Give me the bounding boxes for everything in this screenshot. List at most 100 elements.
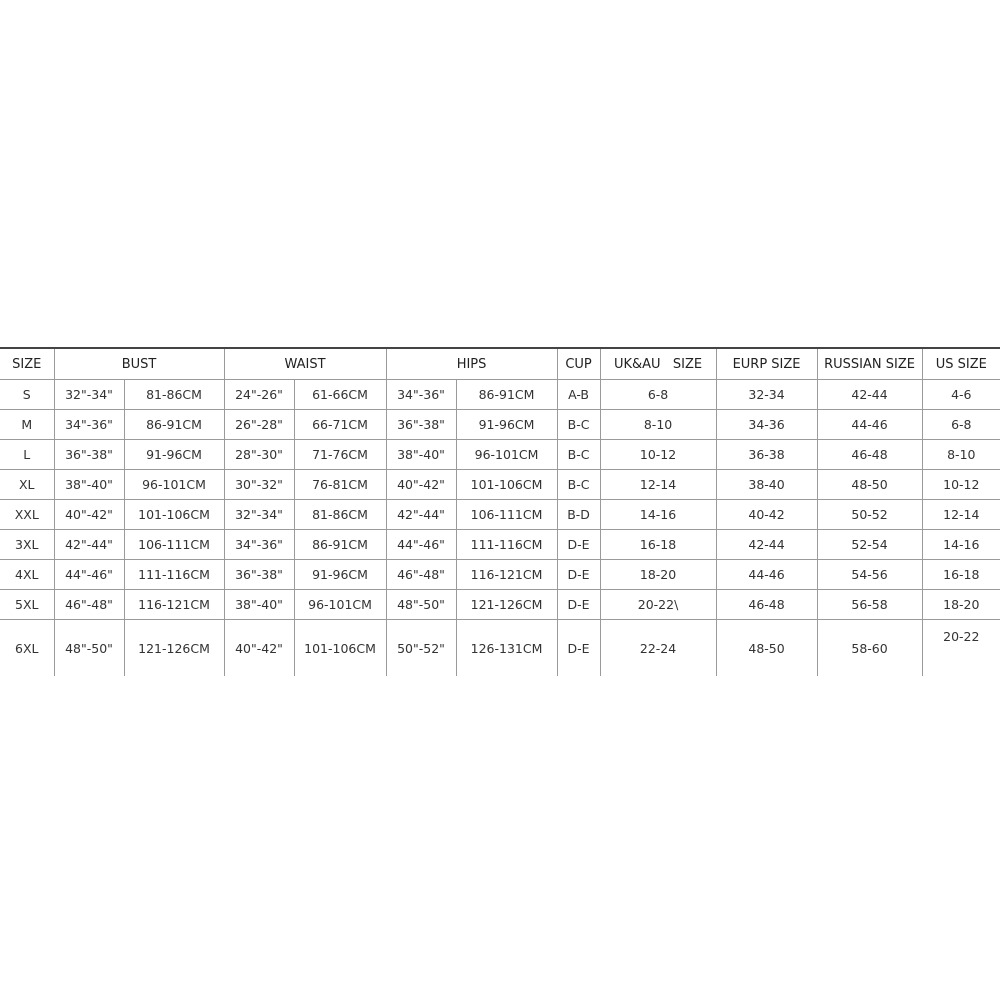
header-waist: WAIST — [223, 347, 387, 380]
cell-hips-cm: 111-116CM — [455, 529, 558, 560]
cell-us-size: 8-10 — [921, 439, 1000, 470]
cell-bust-in: 40"-42" — [53, 499, 125, 530]
cell-size: 4XL — [0, 559, 55, 590]
cell-waist-in: 38"-40" — [223, 589, 295, 620]
cell-hips-cm: 96-101CM — [455, 439, 558, 470]
cell-bust-cm: 86-91CM — [123, 409, 225, 440]
cell-size: S — [0, 379, 55, 410]
cell-uk-au-size: 16-18 — [599, 529, 717, 560]
table-row: XXL 40"-42" 101-106CM 32"-34" 81-86CM 42"-44"… — [0, 499, 1000, 530]
cell-uk-au-size: 8-10 — [599, 409, 717, 440]
cell-waist-in: 36"-38" — [223, 559, 295, 590]
cell-waist-cm: 91-96CM — [293, 559, 387, 590]
table-row: S 32"-34" 81-86CM 24"-26" 61-66CM 34"-36" 86-9… — [0, 379, 1000, 410]
cell-bust-in: 46"-48" — [53, 589, 125, 620]
cell-us-size: 18-20 — [921, 589, 1000, 620]
cell-eurp-size: 48-50 — [715, 619, 818, 676]
cell-bust-cm: 96-101CM — [123, 469, 225, 500]
cell-uk-au-size: 14-16 — [599, 499, 717, 530]
cell-hips-cm: 91-96CM — [455, 409, 558, 440]
table-row: L 36"-38" 91-96CM 28"-30" 71-76CM 38"-40" 96-1… — [0, 439, 1000, 470]
cell-bust-in: 42"-44" — [53, 529, 125, 560]
cell-russian-size: 44-46 — [816, 409, 923, 440]
header-uk-au-size: UK&AU SIZE — [599, 347, 717, 380]
cell-bust-cm: 91-96CM — [123, 439, 225, 470]
cell-hips-in: 50"-52" — [385, 619, 457, 676]
cell-bust-cm: 116-121CM — [123, 589, 225, 620]
cell-eurp-size: 42-44 — [715, 529, 818, 560]
cell-hips-in: 38"-40" — [385, 439, 457, 470]
cell-waist-in: 26"-28" — [223, 409, 295, 440]
cell-waist-in: 40"-42" — [223, 619, 295, 676]
cell-uk-au-size: 22-24 — [599, 619, 717, 676]
cell-size: XXL — [0, 499, 55, 530]
cell-hips-in: 48"-50" — [385, 589, 457, 620]
table-row: XL 38"-40" 96-101CM 30"-32" 76-81CM 40"-42" 10… — [0, 469, 1000, 500]
cell-uk-au-size: 12-14 — [599, 469, 717, 500]
cell-eurp-size: 32-34 — [715, 379, 818, 410]
cell-russian-size: 42-44 — [816, 379, 923, 410]
cell-size: 5XL — [0, 589, 55, 620]
cell-cup: D-E — [556, 559, 601, 590]
cell-bust-in: 36"-38" — [53, 439, 125, 470]
cell-hips-in: 36"-38" — [385, 409, 457, 440]
cell-bust-cm: 111-116CM — [123, 559, 225, 590]
cell-bust-in: 44"-46" — [53, 559, 125, 590]
cell-hips-cm: 106-111CM — [455, 499, 558, 530]
cell-hips-cm: 116-121CM — [455, 559, 558, 590]
cell-hips-in: 40"-42" — [385, 469, 457, 500]
cell-bust-cm: 121-126CM — [123, 619, 225, 676]
table-row: 3XL 42"-44" 106-111CM 34"-36" 86-91CM 44"-46"… — [0, 529, 1000, 560]
header-row: SIZE BUST WAIST HIPS CUP UK&AU SIZE EURP… — [0, 347, 1000, 380]
cell-hips-in: 44"-46" — [385, 529, 457, 560]
cell-hips-cm: 121-126CM — [455, 589, 558, 620]
size-chart-table: SIZE BUST WAIST HIPS CUP UK&AU SIZE EURP… — [0, 347, 1000, 676]
cell-us-size: 4-6 — [921, 379, 1000, 410]
header-hips: HIPS — [385, 347, 558, 380]
cell-cup: B-C — [556, 439, 601, 470]
header-eurp-size: EURP SIZE — [715, 347, 818, 380]
cell-hips-cm: 126-131CM — [455, 619, 558, 676]
cell-eurp-size: 36-38 — [715, 439, 818, 470]
cell-hips-cm: 101-106CM — [455, 469, 558, 500]
cell-waist-cm: 81-86CM — [293, 499, 387, 530]
cell-eurp-size: 46-48 — [715, 589, 818, 620]
cell-russian-size: 56-58 — [816, 589, 923, 620]
cell-russian-size: 50-52 — [816, 499, 923, 530]
cell-russian-size: 46-48 — [816, 439, 923, 470]
cell-waist-in: 30"-32" — [223, 469, 295, 500]
cell-uk-au-size: 6-8 — [599, 379, 717, 410]
table-row: 5XL 46"-48" 116-121CM 38"-40" 96-101CM 48"-50… — [0, 589, 1000, 620]
cell-bust-in: 48"-50" — [53, 619, 125, 676]
cell-russian-size: 48-50 — [816, 469, 923, 500]
cell-hips-in: 42"-44" — [385, 499, 457, 530]
cell-cup: B-C — [556, 469, 601, 500]
cell-hips-cm: 86-91CM — [455, 379, 558, 410]
cell-cup: B-C — [556, 409, 601, 440]
table-row: 6XL 48"-50" 121-126CM 40"-42" 101-106CM 50"-5… — [0, 619, 1000, 676]
cell-eurp-size: 44-46 — [715, 559, 818, 590]
cell-eurp-size: 38-40 — [715, 469, 818, 500]
cell-eurp-size: 34-36 — [715, 409, 818, 440]
header-russian-size: RUSSIAN SIZE — [816, 347, 923, 380]
cell-bust-in: 38"-40" — [53, 469, 125, 500]
cell-cup: D-E — [556, 619, 601, 676]
cell-eurp-size: 40-42 — [715, 499, 818, 530]
cell-cup: A-B — [556, 379, 601, 410]
header-cup: CUP — [556, 347, 601, 380]
cell-waist-in: 32"-34" — [223, 499, 295, 530]
cell-waist-cm: 76-81CM — [293, 469, 387, 500]
header-size: SIZE — [0, 347, 55, 380]
cell-waist-cm: 101-106CM — [293, 619, 387, 676]
cell-russian-size: 58-60 — [816, 619, 923, 676]
cell-size: 3XL — [0, 529, 55, 560]
header-us-size: US SIZE — [921, 347, 1000, 380]
table-row: 4XL 44"-46" 111-116CM 36"-38" 91-96CM 46"-48"… — [0, 559, 1000, 590]
cell-bust-in: 32"-34" — [53, 379, 125, 410]
cell-waist-in: 24"-26" — [223, 379, 295, 410]
cell-bust-cm: 81-86CM — [123, 379, 225, 410]
cell-size: 6XL — [0, 619, 55, 676]
cell-hips-in: 46"-48" — [385, 559, 457, 590]
cell-size: XL — [0, 469, 55, 500]
cell-size: M — [0, 409, 55, 440]
